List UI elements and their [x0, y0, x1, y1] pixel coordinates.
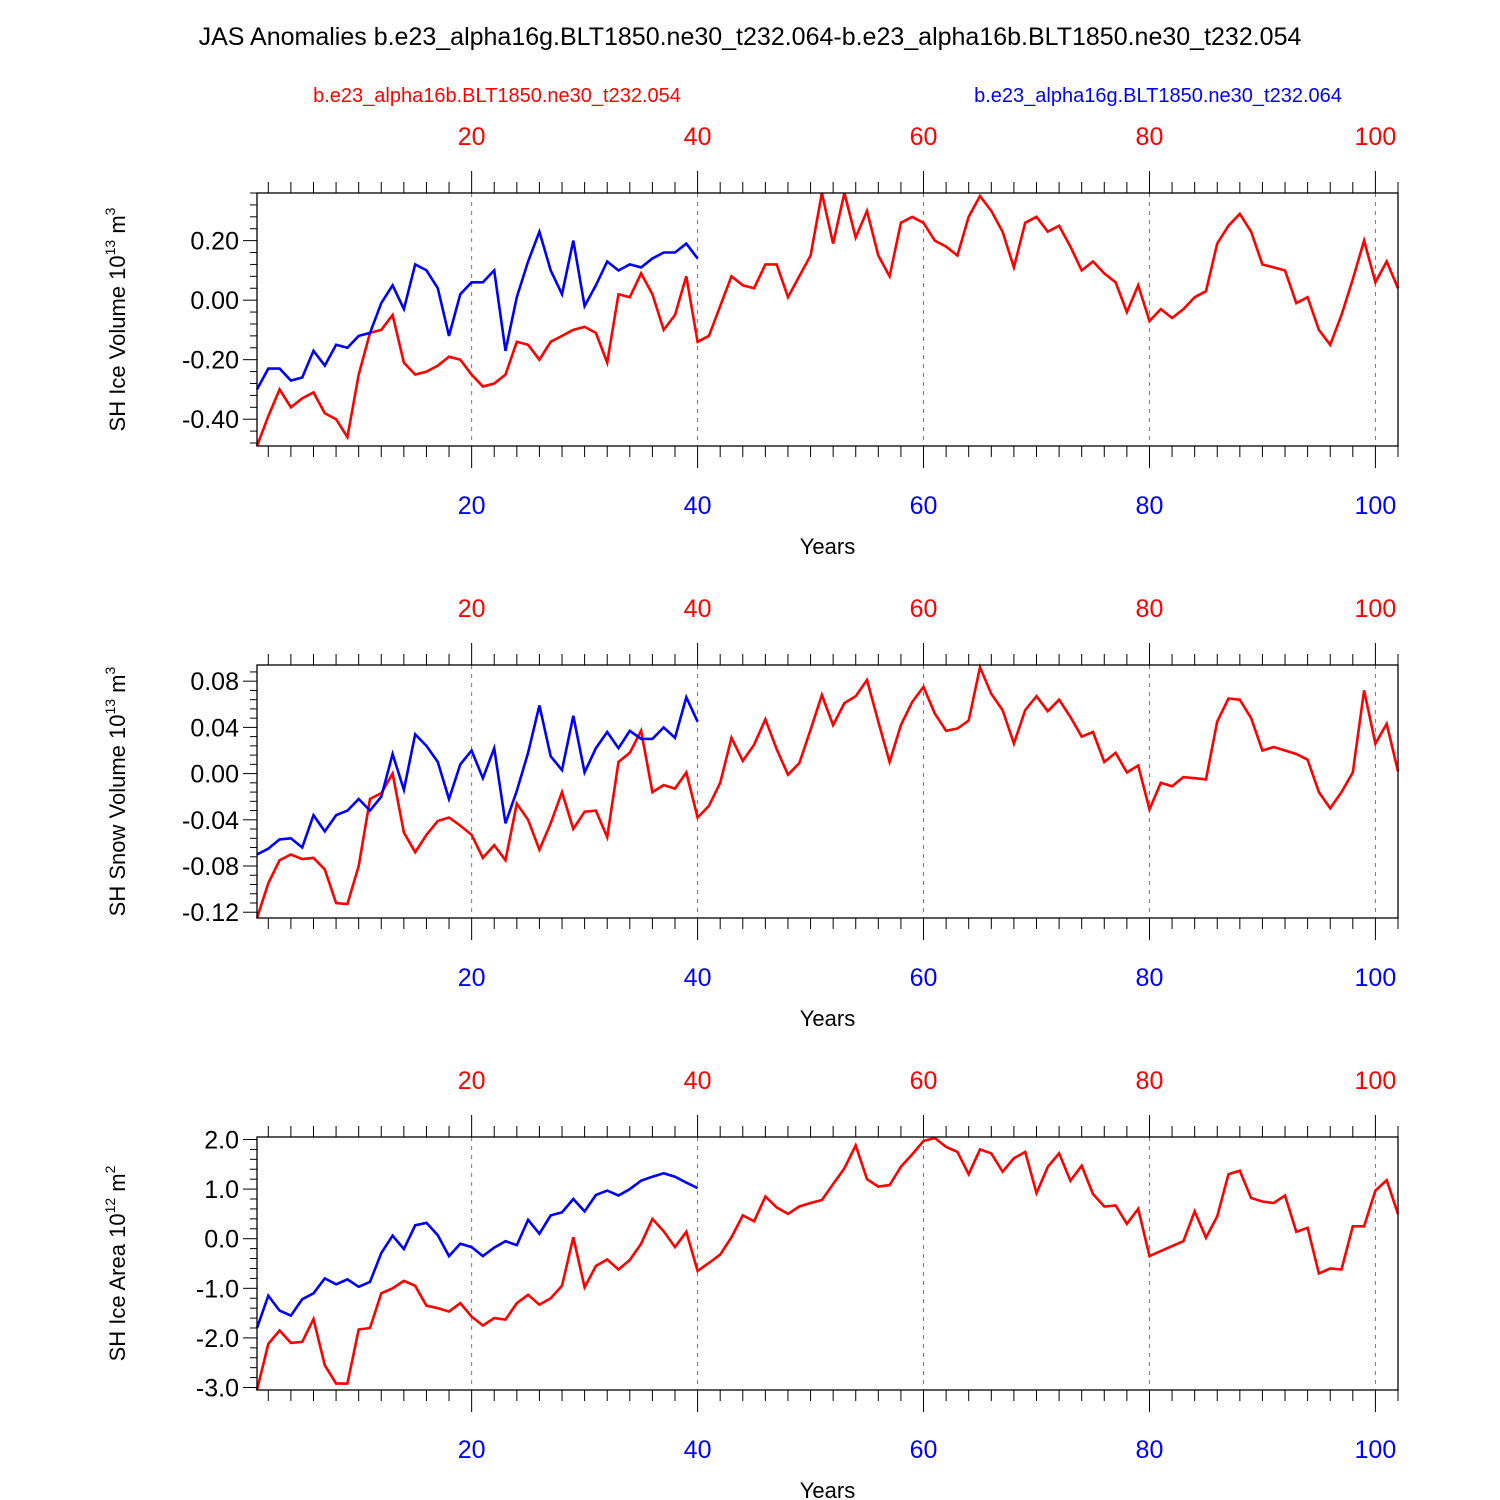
y-axis-title: SH Ice Area 1012 m2 [102, 1165, 130, 1361]
y-axis-title: SH Snow Volume 1013 m3 [102, 666, 130, 916]
y-axis-title-superscript: 13 [102, 699, 118, 715]
x-bottom-tick-label: 20 [458, 1436, 486, 1464]
chart-title: JAS Anomalies b.e23_alpha16g.BLT1850.ne3… [199, 23, 1302, 51]
x-top-tick-label: 60 [910, 595, 938, 623]
x-bottom-tick-label: 20 [458, 964, 486, 992]
series-red-line [255, 662, 1400, 919]
y-tick-label: -0.40 [182, 406, 239, 434]
y-tick-label: -3.0 [196, 1375, 239, 1403]
x-top-tick-label: 100 [1355, 123, 1397, 151]
x-bottom-tick-label: 60 [910, 492, 938, 520]
x-top-tick-label: 20 [458, 595, 486, 623]
x-top-tick-label: 80 [1136, 595, 1164, 623]
y-axis-title-part: m [105, 674, 130, 698]
x-top-tick-label: 20 [458, 123, 486, 151]
y-axis-title-part: SH Snow Volume 10 [105, 715, 130, 917]
x-top-tick-label: 40 [684, 595, 712, 623]
plot-frame [256, 664, 1399, 919]
x-bottom-tick-label: 40 [684, 1436, 712, 1464]
series-blue-line [255, 227, 699, 391]
y-axis-title-superscript: 2 [102, 1165, 118, 1173]
y-axis-title-superscript: 12 [102, 1198, 118, 1214]
series-red-line [255, 1136, 1400, 1391]
x-bottom-tick-label: 100 [1355, 964, 1397, 992]
y-tick-label: 0.20 [190, 228, 239, 256]
panels-group: -0.40 -0.20 0.00 0.20 20 20 40 40 60 60 80 80 100 100… [102, 123, 1400, 1500]
x-bottom-tick-label: 20 [458, 492, 486, 520]
series-red-line [255, 192, 1400, 447]
x-top-tick-label: 40 [684, 1067, 712, 1095]
x-bottom-tick-label: 80 [1136, 1436, 1164, 1464]
x-axis-title: Years [800, 1006, 855, 1031]
x-bottom-tick-label: 40 [684, 964, 712, 992]
y-tick-label: -0.20 [182, 347, 239, 375]
y-axis-title-part: SH Ice Area 10 [105, 1213, 130, 1361]
x-top-tick-label: 100 [1355, 1067, 1397, 1095]
y-tick-label: 0.00 [190, 287, 239, 315]
y-tick-label: -0.04 [182, 807, 239, 835]
y-axis-title: SH Ice Volume 1013 m3 [102, 207, 130, 431]
y-tick-label: 0.08 [190, 668, 239, 696]
y-axis-title-part: m [105, 1173, 130, 1197]
legend-blue-run: b.e23_alpha16g.BLT1850.ne30_t232.064 [974, 85, 1342, 107]
y-axis-title-superscript: 13 [102, 240, 118, 256]
panel-1: -0.40 -0.20 0.00 0.20 20 20 40 40 60 60 80 80 100 100… [102, 123, 1400, 559]
y-tick-label: 2.0 [204, 1126, 239, 1154]
y-tick-label: -0.12 [182, 899, 239, 927]
y-axis-title-superscript: 3 [102, 207, 118, 215]
y-tick-label: -1.0 [196, 1275, 239, 1303]
x-top-tick-label: 60 [910, 123, 938, 151]
y-tick-label: 1.0 [204, 1176, 239, 1204]
x-top-tick-label: 80 [1136, 1067, 1164, 1095]
y-axis-title-part: SH Ice Volume 10 [105, 255, 130, 431]
plot-frame [256, 1136, 1399, 1391]
y-tick-label: -2.0 [196, 1325, 239, 1353]
x-bottom-tick-label: 100 [1355, 1436, 1397, 1464]
y-tick-label: -0.08 [182, 853, 239, 881]
plot-frame [256, 192, 1399, 447]
panel-3: -3.0 -2.0 -1.0 0.0 1.0 2.0 20 20 40 40 60 60 80 80 100… [102, 1067, 1400, 1500]
x-bottom-tick-label: 40 [684, 492, 712, 520]
x-top-tick-label: 20 [458, 1067, 486, 1095]
x-top-tick-label: 60 [910, 1067, 938, 1095]
series-blue-line [256, 693, 699, 856]
y-axis-title-superscript: 3 [102, 666, 118, 674]
x-top-tick-label: 100 [1355, 595, 1397, 623]
legend-red-run: b.e23_alpha16b.BLT1850.ne30_t232.054 [313, 85, 681, 107]
x-bottom-tick-label: 80 [1136, 492, 1164, 520]
x-bottom-tick-label: 80 [1136, 964, 1164, 992]
x-bottom-tick-label: 100 [1355, 492, 1397, 520]
y-tick-label: 0.00 [190, 761, 239, 789]
y-tick-label: 0.04 [190, 714, 239, 742]
x-bottom-tick-label: 60 [910, 964, 938, 992]
y-tick-label: 0.0 [204, 1226, 239, 1254]
x-axis-title: Years [800, 1478, 855, 1500]
x-bottom-tick-label: 60 [910, 1436, 938, 1464]
series-blue-line [255, 1171, 699, 1329]
x-top-tick-label: 40 [684, 123, 712, 151]
x-top-tick-label: 80 [1136, 123, 1164, 151]
panel-2: -0.12 -0.08 -0.04 0.00 0.04 0.08 20 20 40 40 60 60 8… [102, 595, 1400, 1031]
x-axis-title: Years [800, 534, 855, 559]
y-axis-title-part: m [105, 215, 130, 239]
